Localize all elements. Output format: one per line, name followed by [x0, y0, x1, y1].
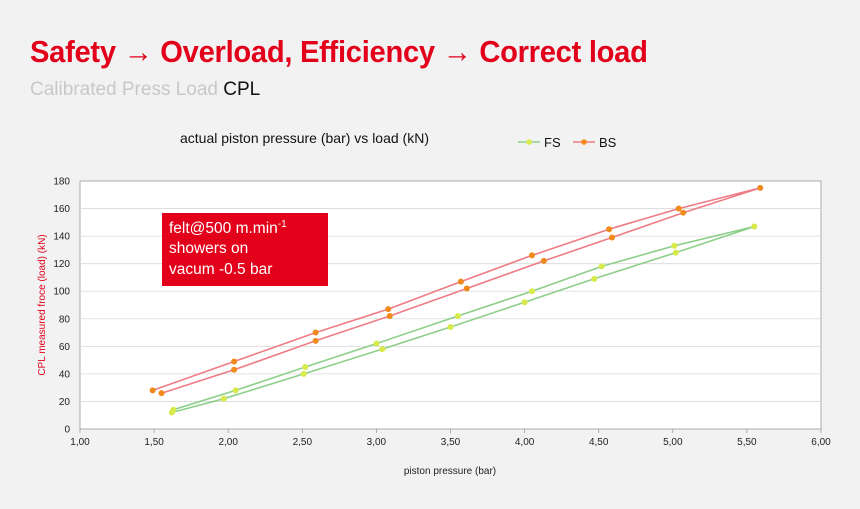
y-tick-label: 120	[53, 259, 70, 270]
data-point-bs	[529, 252, 536, 259]
x-tick-label: 1,00	[70, 437, 90, 448]
data-point-bs	[680, 209, 687, 216]
data-point-fs	[751, 223, 758, 230]
x-axis-label: piston pressure (bar)	[404, 466, 496, 477]
data-point-fs	[598, 263, 605, 270]
data-point-bs	[158, 390, 165, 397]
data-point-bs	[312, 329, 319, 336]
data-point-bs	[312, 337, 319, 344]
subtitle-calibrated-press-load: Calibrated Press Load	[30, 79, 218, 100]
arrow-right-icon-2: →	[442, 34, 472, 69]
x-tick-label: 4,50	[589, 437, 609, 448]
annotation-line1: felt@500 m.min-1	[169, 219, 287, 237]
subtitle-cpl: CPL	[223, 79, 261, 100]
page-subtitle: Calibrated Press Load CPL	[30, 79, 260, 101]
data-point-fs	[447, 324, 454, 331]
x-tick-label: 5,50	[737, 437, 757, 448]
data-point-bs	[231, 358, 238, 365]
y-tick-label: 180	[53, 177, 70, 188]
y-tick-label: 0	[64, 425, 70, 436]
annotation-box: felt@500 m.min-1 showers on vacum -0.5 b…	[162, 213, 328, 286]
x-tick-label: 6,00	[811, 437, 831, 448]
arrow-right-icon: →	[123, 34, 153, 69]
y-tick-label: 160	[53, 204, 70, 215]
legend-bs-label: BS	[599, 135, 617, 150]
data-point-fs	[379, 346, 386, 353]
x-tick-label: 2,50	[293, 437, 313, 448]
data-point-bs	[457, 278, 464, 285]
annotation-line1-text: felt@500 m.min	[169, 220, 278, 237]
y-tick-labels: 0 20 40 60 80 100 120 140 160 180	[53, 177, 70, 436]
data-point-bs	[463, 285, 470, 292]
data-point-bs	[609, 234, 616, 241]
x-tick-labels: 1,00 1,50 2,00 2,50 3,00 3,50 4,00 4,50 5,00 5,50…	[70, 437, 831, 448]
data-point-bs	[540, 257, 547, 264]
y-tick-label: 100	[53, 287, 70, 298]
series	[149, 184, 764, 416]
y-tick-label: 20	[59, 397, 71, 408]
data-point-fs	[672, 249, 679, 256]
chart-title: actual piston pressure (bar) vs load (kN…	[180, 130, 429, 146]
data-point-bs	[675, 205, 682, 212]
x-tick-label: 5,00	[663, 437, 683, 448]
data-point-fs	[373, 340, 380, 347]
legend-bs-marker	[581, 139, 587, 145]
data-point-bs	[385, 306, 392, 313]
y-tick-label: 140	[53, 232, 70, 243]
annotation-background	[162, 213, 328, 286]
x-tick-label: 3,00	[367, 437, 387, 448]
x-tick-label: 1,50	[144, 437, 164, 448]
data-point-bs	[231, 366, 238, 373]
data-point-fs	[671, 242, 678, 249]
legend-fs-marker	[526, 139, 532, 145]
annotation-line2: showers on	[169, 240, 248, 257]
annotation-line1-sup: -1	[278, 219, 287, 230]
data-point-fs	[170, 406, 177, 413]
y-tick-label: 40	[59, 369, 71, 380]
y-tick-label: 80	[59, 314, 71, 325]
data-point-fs	[300, 370, 307, 377]
data-point-fs	[521, 299, 528, 306]
annotation-line3: vacum -0.5 bar	[169, 261, 272, 278]
data-point-fs	[220, 395, 227, 402]
data-point-fs	[232, 387, 239, 394]
data-point-bs	[149, 387, 156, 394]
data-point-fs	[302, 364, 309, 370]
data-point-bs	[386, 313, 393, 320]
data-point-fs	[591, 275, 598, 282]
chart-legend: FS BS	[518, 135, 617, 150]
data-point-bs	[606, 226, 613, 233]
data-point-bs	[757, 184, 764, 191]
x-tick-label: 2,00	[218, 437, 238, 448]
title-safety: Safety	[30, 34, 116, 69]
title-correct-load: Correct load	[479, 34, 648, 69]
legend-fs-label: FS	[544, 135, 561, 150]
x-tick-label: 3,50	[441, 437, 461, 448]
data-point-fs	[529, 288, 536, 295]
x-tick-label: 4,00	[515, 437, 535, 448]
y-axis-label: CPL measured froce (load) (kN)	[37, 234, 48, 375]
y-tick-label: 60	[59, 342, 71, 353]
data-point-fs	[454, 313, 461, 320]
page-title: Safety → Overload, Efficiency → Correct …	[30, 34, 648, 70]
title-overload-efficiency: Overload, Efficiency	[160, 34, 435, 69]
